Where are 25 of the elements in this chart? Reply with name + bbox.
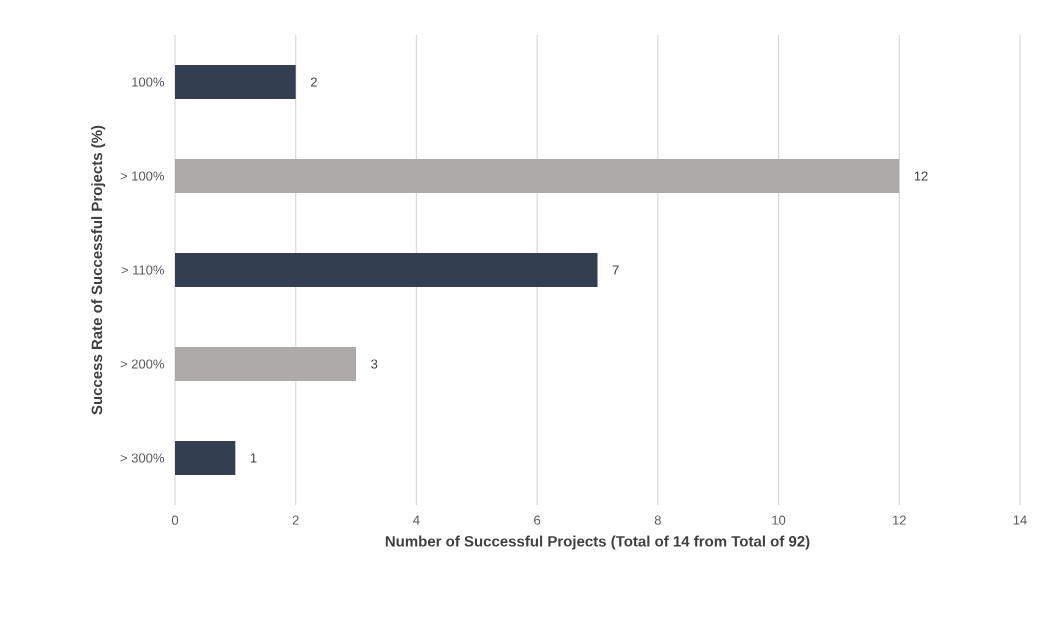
bar <box>175 159 900 193</box>
data-label: 1 <box>250 453 257 463</box>
x-tick-label: 0 <box>171 515 179 525</box>
x-axis-title: Number of Successful Projects (Total of 14 from Total of 92) <box>385 535 810 550</box>
y-axis-title: Success Rate of Successful Projects (%) <box>91 125 106 415</box>
x-tick-label: 8 <box>654 515 661 525</box>
y-tick-label: 100% <box>132 77 165 87</box>
x-tick-label: 2 <box>292 515 299 525</box>
y-tick-label: > 110% <box>121 265 165 275</box>
y-tick-label: > 200% <box>120 359 164 369</box>
data-label: 3 <box>371 359 378 369</box>
x-tick-label: 4 <box>413 515 420 525</box>
data-label: 12 <box>914 171 928 181</box>
y-tick-label: > 300% <box>120 453 164 463</box>
bar <box>175 440 236 475</box>
x-tick-label: 6 <box>534 515 541 525</box>
data-label: 7 <box>612 265 619 275</box>
bar <box>175 347 357 381</box>
x-tick-label: 12 <box>893 515 906 525</box>
bar <box>175 65 296 99</box>
x-tick-label: 14 <box>1013 515 1027 525</box>
x-tick-label: 10 <box>772 515 786 525</box>
data-label: 2 <box>310 77 317 87</box>
bar <box>175 253 598 287</box>
y-tick-label: > 100% <box>120 171 164 181</box>
